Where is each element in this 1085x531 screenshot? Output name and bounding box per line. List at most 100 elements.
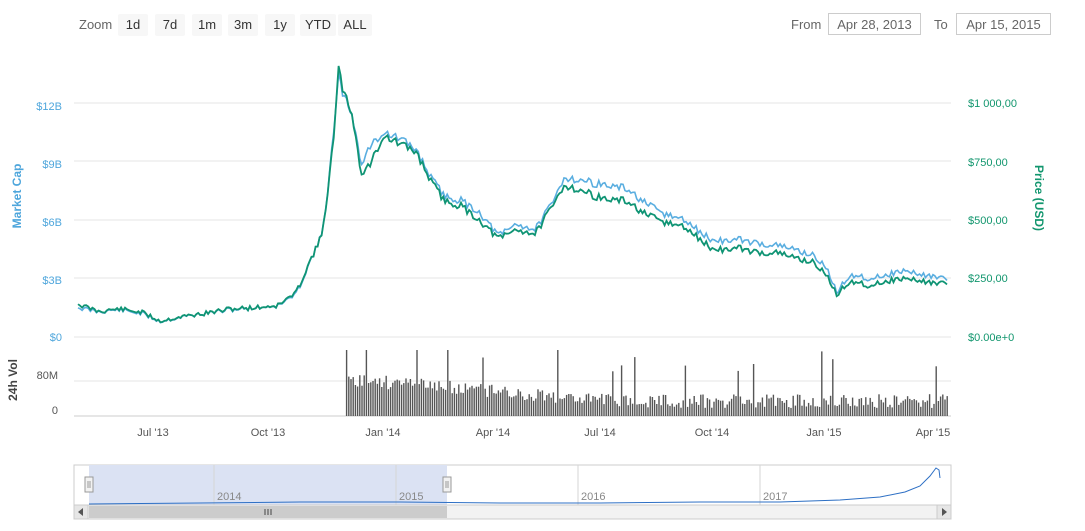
volume-bar xyxy=(460,392,462,416)
volume-bar xyxy=(403,383,405,416)
volume-bar xyxy=(442,388,445,416)
to-date-input[interactable]: Apr 15, 2015 xyxy=(956,13,1051,35)
volume-bar xyxy=(876,407,878,416)
volume-bar xyxy=(636,404,638,416)
volume-bar xyxy=(444,389,447,416)
volume-bar xyxy=(407,382,409,416)
volume-axis-title: 24h Vol xyxy=(6,359,20,401)
volume-bar xyxy=(906,396,909,416)
navigator-left-handle[interactable] xyxy=(84,476,94,493)
volume-bar xyxy=(616,403,618,416)
volume-bar xyxy=(524,400,526,416)
volume-bar xyxy=(689,398,691,416)
volume-axis: 0 80M 24h Vol xyxy=(6,359,58,417)
volume-bar xyxy=(557,350,559,416)
volume-bar xyxy=(924,402,926,416)
from-date-input[interactable]: Apr 28, 2013 xyxy=(828,13,921,35)
volume-bar xyxy=(704,407,706,416)
navigator[interactable]: 2014 2015 2016 2017 xyxy=(73,464,952,506)
volume-bar xyxy=(480,384,482,416)
volume-bar xyxy=(673,406,676,416)
volume-bar xyxy=(871,401,874,416)
volume-bar xyxy=(880,399,882,416)
volume-bar xyxy=(449,380,451,416)
volume-bar xyxy=(631,403,634,416)
volume-bar xyxy=(851,397,854,416)
volume-bar xyxy=(768,398,770,416)
volume-bar xyxy=(436,390,438,416)
navigator-tick-label: 2016 xyxy=(581,491,605,503)
volume-bar xyxy=(642,404,645,416)
volume-bar xyxy=(389,387,392,416)
zoom-1y-button[interactable]: 1y xyxy=(265,14,295,36)
volume-bar xyxy=(816,406,819,416)
zoom-1d-button[interactable]: 1d xyxy=(118,14,148,36)
volume-bar xyxy=(900,402,902,416)
volume-bar xyxy=(383,382,385,416)
volume-bar xyxy=(365,350,368,416)
volume-bar xyxy=(625,395,627,416)
volume-bar xyxy=(814,406,816,416)
volume-bar xyxy=(812,398,814,416)
market-cap-line xyxy=(77,73,948,324)
volume-bar xyxy=(367,383,370,416)
volume-bar xyxy=(640,403,643,416)
volume-bar xyxy=(420,378,423,416)
x-tick-label: Jul '13 xyxy=(137,427,168,439)
zoom-all-button[interactable]: ALL xyxy=(338,14,372,36)
volume-bar xyxy=(686,406,689,416)
volume-bar xyxy=(387,389,390,416)
navigator-right-handle[interactable] xyxy=(442,476,452,493)
volume-bar xyxy=(396,379,398,416)
volume-bar xyxy=(548,393,550,416)
volume-bar xyxy=(493,393,495,416)
volume-bar xyxy=(400,384,403,416)
volume-bar xyxy=(572,396,574,416)
zoom-7d-button[interactable]: 7d xyxy=(155,14,185,36)
volume-bar xyxy=(882,402,885,416)
zoom-3m-button[interactable]: 3m xyxy=(228,14,258,36)
volume-bar xyxy=(502,389,504,416)
volume-bar xyxy=(394,380,396,416)
volume-bar xyxy=(409,379,412,416)
x-tick-label: Jan '14 xyxy=(365,427,400,439)
volume-bar xyxy=(537,389,539,416)
volume-bar xyxy=(893,395,896,416)
volume-bar xyxy=(942,394,944,416)
volume-bar xyxy=(836,406,838,416)
volume-bar xyxy=(576,401,579,416)
volume-bar xyxy=(917,402,920,416)
zoom-1m-button[interactable]: 1m xyxy=(192,14,222,36)
volume-bar xyxy=(928,394,931,416)
volume-bar xyxy=(818,406,821,416)
zoom-ytd-button[interactable]: YTD xyxy=(300,14,336,36)
volume-bar xyxy=(884,397,887,416)
volume-bar xyxy=(361,385,363,416)
volume-bar xyxy=(629,398,632,416)
volume-bar xyxy=(726,404,728,416)
scrollbar[interactable] xyxy=(73,504,952,520)
market-cap-axis-title: Market Cap xyxy=(10,164,24,229)
volume-bar xyxy=(594,396,596,416)
volume-bar xyxy=(792,395,794,416)
volume-tick-label: 80M xyxy=(37,370,58,382)
volume-bar xyxy=(708,399,711,416)
volume-bar xyxy=(752,364,755,416)
volume-bar xyxy=(755,407,757,416)
volume-bar xyxy=(574,401,577,416)
navigator-tick-label: 2014 xyxy=(217,491,241,503)
volume-bar xyxy=(427,387,429,416)
chart-grid xyxy=(74,102,951,417)
volume-bar xyxy=(713,401,715,416)
navigator-selection[interactable] xyxy=(89,465,447,505)
market-cap-axis: $0 $3B $6B $9B $12B Market Cap xyxy=(10,101,62,344)
volume-bar xyxy=(728,401,731,416)
volume-bar xyxy=(647,407,649,416)
volume-bar xyxy=(561,399,563,416)
volume-bar xyxy=(491,384,493,416)
volume-bar xyxy=(405,378,407,416)
x-tick-label: Jan '15 xyxy=(806,427,841,439)
volume-bar xyxy=(746,399,748,416)
right-tick-label: $500,00 xyxy=(968,215,1008,227)
